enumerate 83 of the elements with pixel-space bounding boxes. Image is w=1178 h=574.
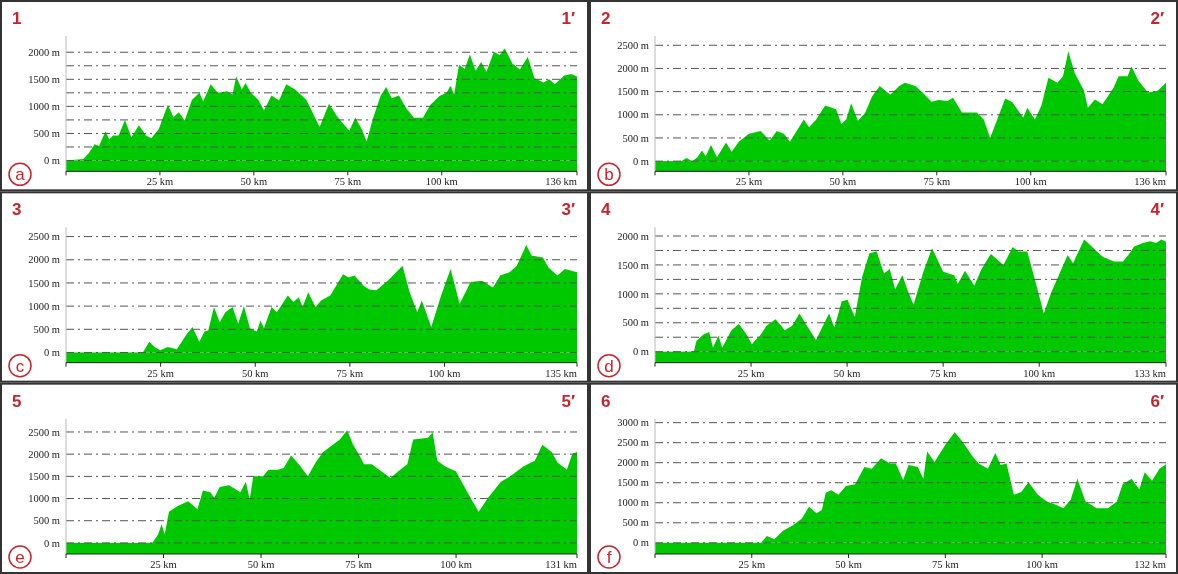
y-tick-label: 0 m: [632, 537, 649, 549]
y-tick-label: 2000 m: [617, 457, 649, 469]
x-tick-label: 25 km: [146, 176, 174, 188]
y-tick-label: 1000 m: [28, 300, 60, 312]
y-tick-label: 1000 m: [617, 109, 649, 121]
x-tick-label: 75 km: [334, 176, 362, 188]
x-tick-label: 25 km: [150, 559, 177, 570]
y-tick-label: 1000 m: [28, 101, 60, 113]
y-tick-label: 2000 m: [28, 254, 60, 266]
x-tick-label: 25 km: [735, 176, 763, 188]
x-tick-label: 100 km: [1026, 559, 1059, 570]
y-tick-label: 2000 m: [28, 448, 60, 460]
y-tick-label: 1500 m: [617, 477, 649, 489]
x-tick-label: 136 km: [1134, 176, 1166, 188]
x-tick-label: 133 km: [1134, 367, 1166, 379]
y-tick-label: 1500 m: [28, 277, 60, 289]
y-tick-label: 1000 m: [28, 493, 60, 505]
y-tick-label: 3000 m: [617, 417, 649, 429]
y-tick-label: 2000 m: [28, 46, 60, 58]
y-tick-label: 1500 m: [617, 86, 649, 98]
text: 3: [12, 200, 22, 220]
y-tick-label: 0 m: [43, 537, 60, 549]
y-tick-label: 1000 m: [617, 288, 649, 300]
y-tick-label: 2500 m: [617, 437, 649, 449]
y-tick-label: 0 m: [632, 346, 649, 358]
y-tick-label: 2000 m: [617, 230, 649, 242]
text: 2: [601, 9, 611, 28]
x-tick-label: 25 km: [738, 559, 766, 570]
text: 4: [601, 200, 611, 220]
x-tick-label: 50 km: [247, 559, 275, 570]
text: 1′: [561, 9, 575, 28]
x-tick-label: 50 km: [835, 559, 862, 570]
text: e: [15, 547, 25, 567]
text: f: [606, 547, 612, 567]
x-tick-label: 75 km: [923, 176, 951, 188]
text: 6: [601, 391, 611, 411]
y-tick-label: 500 m: [622, 317, 649, 329]
x-tick-label: 132 km: [1134, 559, 1166, 570]
text: 2′: [1150, 9, 1164, 28]
x-tick-label: 135 km: [545, 367, 577, 379]
text: 5′: [561, 391, 575, 411]
x-tick-label: 50 km: [241, 367, 269, 379]
y-tick-label: 2000 m: [617, 63, 649, 75]
y-tick-label: 500 m: [622, 517, 649, 529]
x-tick-label: 50 km: [833, 367, 861, 379]
text: b: [604, 165, 614, 185]
y-tick-label: 1500 m: [617, 259, 649, 271]
x-tick-label: 100 km: [425, 176, 458, 188]
y-tick-label: 1000 m: [617, 497, 649, 509]
y-tick-label: 2500 m: [617, 39, 649, 51]
x-tick-label: 75 km: [929, 367, 957, 379]
text: 6′: [1150, 391, 1164, 411]
x-tick-label: 75 km: [336, 367, 364, 379]
text: c: [15, 356, 25, 376]
text: a: [15, 165, 26, 185]
y-tick-label: 500 m: [33, 128, 60, 140]
x-tick-label: 50 km: [240, 176, 268, 188]
y-tick-label: 0 m: [43, 155, 60, 167]
text: d: [604, 356, 614, 376]
y-tick-label: 0 m: [43, 347, 60, 359]
x-tick-label: 75 km: [345, 559, 372, 570]
x-tick-label: 25 km: [737, 367, 765, 379]
text: 4′: [1150, 200, 1164, 220]
y-tick-label: 500 m: [33, 323, 60, 335]
x-tick-label: 50 km: [829, 176, 857, 188]
y-tick-label: 500 m: [622, 132, 649, 144]
x-tick-label: 100 km: [428, 367, 461, 379]
x-tick-label: 131 km: [545, 559, 577, 570]
x-tick-label: 100 km: [1023, 367, 1056, 379]
x-tick-label: 75 km: [932, 559, 959, 570]
text: 1: [12, 9, 22, 28]
text: 3′: [561, 200, 575, 220]
x-tick-label: 136 km: [545, 176, 577, 188]
y-tick-label: 2500 m: [28, 426, 60, 438]
y-tick-label: 1500 m: [28, 73, 60, 85]
y-tick-label: 500 m: [33, 515, 60, 527]
x-tick-label: 100 km: [440, 559, 472, 570]
y-tick-label: 2500 m: [28, 231, 60, 243]
x-tick-label: 100 km: [1014, 176, 1047, 188]
y-tick-label: 0 m: [632, 155, 649, 167]
y-tick-label: 1500 m: [28, 471, 60, 483]
text: 5: [12, 391, 22, 411]
x-tick-label: 25 km: [147, 367, 174, 379]
